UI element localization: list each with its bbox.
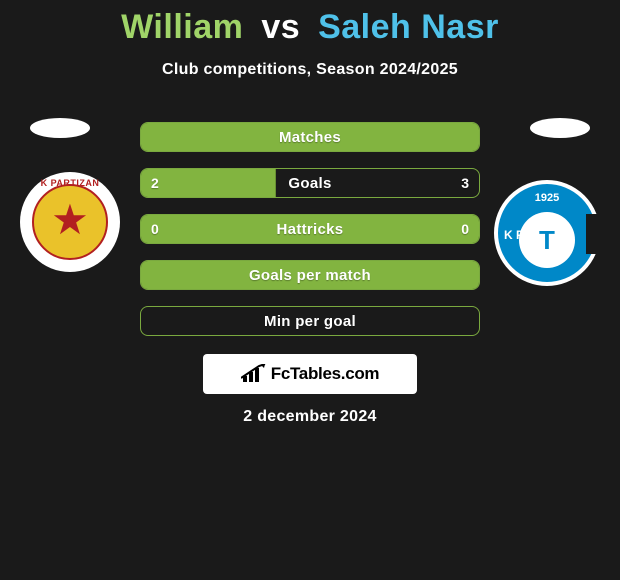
flag-right [530, 118, 590, 138]
club-right-kf: K F [504, 228, 523, 242]
stat-bar-label: Min per goal [141, 307, 479, 335]
title-player2: Saleh Nasr [318, 8, 499, 46]
chart-icon [241, 364, 267, 384]
stat-bar: Goals2 3 [140, 168, 480, 198]
stat-bar-label: Matches [141, 123, 479, 151]
stat-bar-left-value: 2 [141, 169, 169, 197]
title-vs: vs [261, 8, 300, 46]
club-badge-left: K PARTIZAN ★ [20, 172, 120, 272]
star-icon: ★ [51, 199, 89, 241]
club-badge-right: 1925 K F T [494, 180, 600, 286]
flag-left [30, 118, 90, 138]
stat-bar-label: Goals per match [141, 261, 479, 289]
title-player1: William [121, 8, 243, 46]
brand-text: FcTables.com [271, 364, 380, 384]
club-right-year: 1925 [535, 192, 559, 204]
brand-box: FcTables.com [203, 354, 417, 394]
stat-bar: Goals per match [140, 260, 480, 290]
stat-bar-label: Hattricks [141, 215, 479, 243]
page-title: William vs Saleh Nasr [0, 0, 620, 47]
stat-bar-right-value: 0 [451, 215, 479, 243]
stat-bar: Matches [140, 122, 480, 152]
club-right-letter: T [519, 212, 575, 268]
club-left-ring-text: K PARTIZAN [41, 178, 100, 188]
stat-bar-label: Goals [141, 169, 479, 197]
date-text: 2 december 2024 [0, 408, 620, 426]
comparison-bars: Matches Goals2 3 Hattricks0 0 Goals per match… [140, 122, 480, 352]
stat-bar: Hattricks0 0 [140, 214, 480, 244]
stat-bar-right-value: 3 [451, 169, 479, 197]
stat-bar-left-value: 0 [141, 215, 169, 243]
stat-bar: Min per goal [140, 306, 480, 336]
subtitle: Club competitions, Season 2024/2025 [0, 61, 620, 79]
